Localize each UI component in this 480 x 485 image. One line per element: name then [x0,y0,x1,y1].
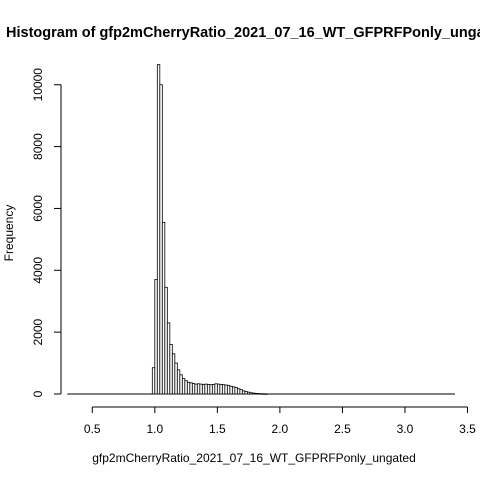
x-axis-label: gfp2mCherryRatio_2021_07_16_WT_GFPRFPonl… [92,451,416,465]
x-tick-label: 3.5 [459,422,476,436]
x-tick-label: 2.5 [334,422,351,436]
histogram-bar [264,393,268,395]
x-tick-label: 1.0 [146,422,163,436]
x-axis: 0.5 1.0 1.5 2.0 2.5 3.0 3.5 [84,406,476,436]
x-tick-label: 1.5 [209,422,226,436]
x-tick-label: 3.0 [397,422,414,436]
y-tick-label: 8000 [31,133,45,160]
y-tick-label: 10000 [31,68,45,102]
chart-title: Histogram of gfp2mCherryRatio_2021_07_16… [6,25,480,41]
y-tick-label: 6000 [31,195,45,222]
y-tick-label: 2000 [31,318,45,345]
y-axis-label: Frequency [2,205,16,262]
x-tick-label: 0.5 [84,422,101,436]
y-axis: 0 2000 4000 6000 8000 10000 [31,68,62,397]
y-tick-label: 0 [31,390,45,397]
histogram-bars [67,64,455,395]
x-tick-label: 2.0 [272,422,289,436]
y-tick-label: 4000 [31,257,45,284]
